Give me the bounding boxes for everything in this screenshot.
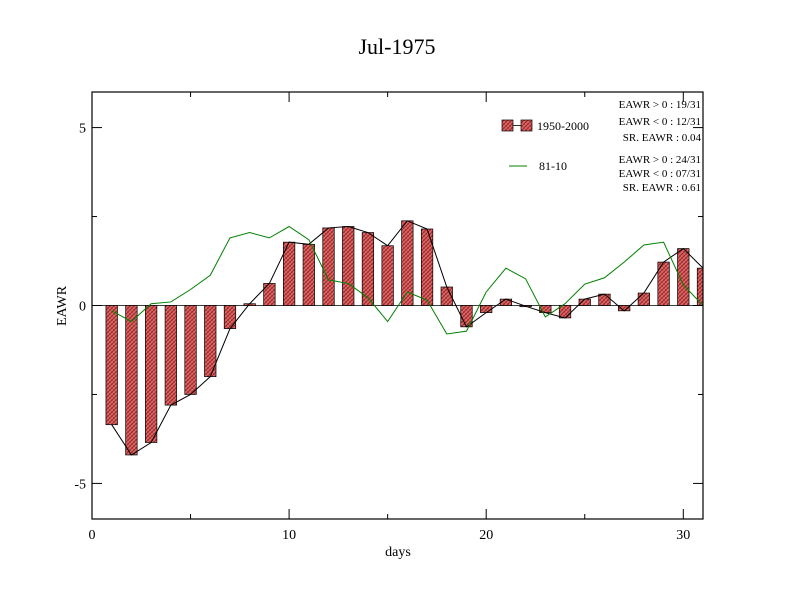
series-line-8110 xyxy=(111,225,703,335)
bar-1950-day-11 xyxy=(302,243,315,306)
bar-1950-day-12 xyxy=(322,227,335,306)
bar-1950-day-4 xyxy=(164,305,177,406)
axes: 0 10 20 30 -5 0 5 xyxy=(74,92,703,543)
x-tick-label-30: 30 xyxy=(676,528,690,543)
x-tick-label-10: 10 xyxy=(282,528,296,543)
bar-1950-day-20 xyxy=(480,305,493,313)
legend-label-8110: 81-10 xyxy=(539,159,567,173)
x-axis-label: days xyxy=(385,545,411,560)
y-tick-label--5: -5 xyxy=(74,477,86,492)
bar-1950-day-7 xyxy=(223,305,237,329)
stats-1950-sr: SR. EAWR : 0.04 xyxy=(623,132,702,144)
series-line-1950 xyxy=(111,220,703,456)
stats-8110-sr: SR. EAWR : 0.61 xyxy=(623,182,701,194)
bar-1950-day-13 xyxy=(342,226,355,306)
bar-1950-day-26 xyxy=(598,293,611,306)
chart-title: Jul-1975 xyxy=(359,34,436,59)
y-axis-label: EAWR xyxy=(55,285,70,326)
bar-1950-day-24 xyxy=(558,305,572,319)
bar-1950-day-27 xyxy=(618,305,631,312)
bar-1950-day-2 xyxy=(125,305,138,456)
stats-annotations: EAWR > 0 : 19/31 EAWR < 0 : 12/31 SR. EA… xyxy=(619,99,702,194)
stats-1950-negative: EAWR < 0 : 12/31 xyxy=(619,116,701,128)
y-tick-label-5: 5 xyxy=(79,122,86,137)
x-tick-label-0: 0 xyxy=(89,528,96,543)
bar-1950-day-9 xyxy=(263,283,276,306)
legend-swatch-1950-bar-left xyxy=(501,119,514,132)
bar-1950-day-5 xyxy=(184,305,197,395)
stats-1950-positive: EAWR > 0 : 19/31 xyxy=(619,99,701,111)
bar-1950-day-15 xyxy=(381,245,394,306)
stats-8110-negative: EAWR < 0 : 07/31 xyxy=(619,168,701,180)
bar-1950-day-1 xyxy=(105,305,118,426)
x-tick-label-20: 20 xyxy=(479,528,493,543)
bar-1950-day-3 xyxy=(145,305,158,443)
legend-label-1950: 1950-2000 xyxy=(537,119,589,133)
y-tick-label-0: 0 xyxy=(79,300,86,315)
legend: 1950-2000 81-10 xyxy=(501,119,589,173)
legend-swatch-1950-bar-right xyxy=(520,119,533,132)
plot-area xyxy=(92,220,703,456)
stats-8110-positive: EAWR > 0 : 24/31 xyxy=(619,154,701,166)
bar-1950-day-28 xyxy=(637,292,650,306)
bar-1950-day-31 xyxy=(696,267,703,306)
